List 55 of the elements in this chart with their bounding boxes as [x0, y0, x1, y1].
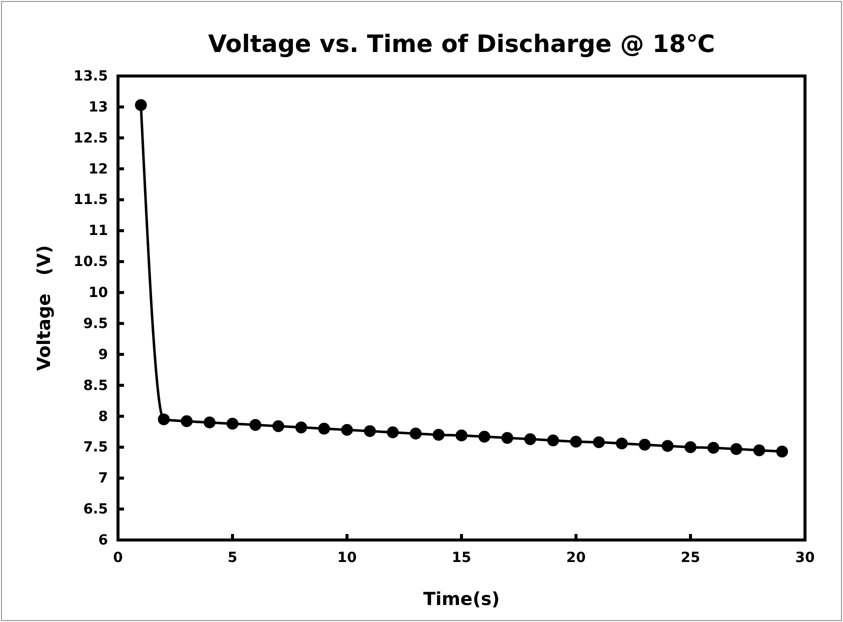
x-tick-label: 0 — [113, 550, 124, 566]
point — [501, 432, 514, 444]
y-tick-label: 11.5 — [73, 192, 108, 208]
x-tick-label: 30 — [795, 550, 815, 566]
y-tick-label: 7.5 — [83, 440, 108, 456]
point — [684, 441, 696, 454]
y-tick-label: 10 — [88, 285, 108, 302]
y-tick-label: 11 — [88, 223, 108, 240]
point — [249, 419, 262, 431]
point — [226, 418, 238, 430]
x-tick-label: 10 — [337, 550, 357, 566]
point — [134, 99, 147, 111]
y-tick-label: 9 — [98, 346, 108, 363]
point — [616, 438, 628, 450]
point — [318, 422, 330, 435]
x-tick-label: 20 — [566, 550, 586, 566]
point — [180, 415, 193, 428]
point — [547, 434, 560, 446]
point — [432, 428, 445, 441]
point — [204, 416, 216, 428]
y-tick-label: 10.5 — [73, 254, 108, 270]
point — [158, 413, 170, 426]
y-tick-label: 8 — [98, 408, 108, 425]
point — [295, 421, 308, 434]
y-axis-title: Voltage (V) — [34, 245, 55, 371]
y-tick-label: 13 — [88, 99, 108, 116]
y-tick-label: 12 — [88, 161, 108, 178]
point — [707, 442, 720, 454]
point — [456, 430, 468, 442]
chart-title: Voltage vs. Time of Discharge @ 18℃ — [208, 30, 715, 58]
point — [730, 443, 742, 455]
point — [272, 420, 284, 432]
x-tick-label: 25 — [680, 550, 700, 566]
y-tick-label: 13.5 — [73, 68, 108, 84]
y-tick-label: 6 — [98, 532, 108, 548]
y-tick-label: 7 — [98, 470, 108, 487]
x-tick-label: 15 — [452, 550, 472, 566]
x-axis-title: Time(s) — [423, 589, 500, 610]
point — [386, 426, 399, 438]
point — [570, 436, 582, 448]
y-tick-label: 8.5 — [83, 378, 108, 394]
point — [410, 428, 422, 440]
y-tick-label: 9.5 — [83, 316, 108, 332]
y-tick-label: 12.5 — [73, 130, 108, 146]
point — [753, 444, 766, 456]
y-tick-label: 6.5 — [83, 502, 108, 518]
point — [364, 425, 376, 438]
point — [478, 430, 490, 443]
point — [592, 436, 605, 448]
point — [662, 440, 674, 452]
point — [524, 433, 536, 446]
point — [776, 446, 788, 458]
point — [341, 424, 353, 436]
x-tick-label: 5 — [228, 550, 238, 566]
point — [638, 438, 651, 451]
